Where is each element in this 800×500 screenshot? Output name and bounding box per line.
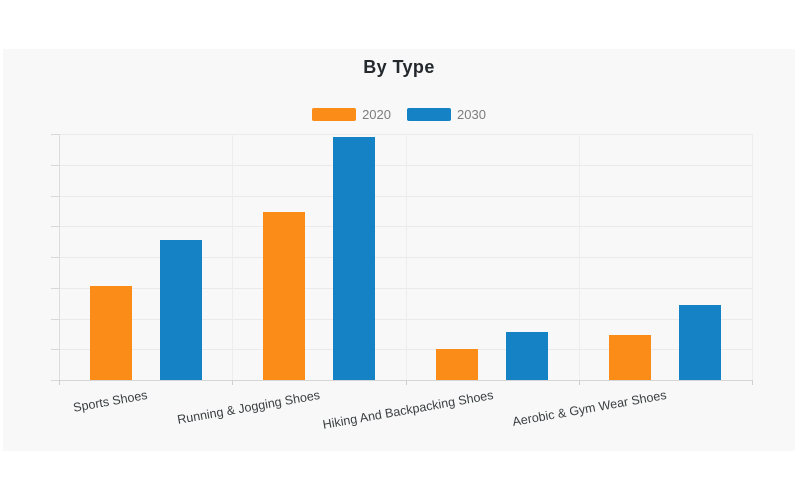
y-axis-tick xyxy=(51,164,59,166)
x-axis-tick xyxy=(405,380,407,385)
gridline-vertical xyxy=(405,134,407,380)
bar-2030-hiking-and-backpacking-shoes[interactable] xyxy=(506,332,549,380)
x-axis-tick xyxy=(232,380,234,385)
y-axis-tick xyxy=(51,257,59,258)
bar-2020-sports-shoes[interactable] xyxy=(89,286,132,380)
y-axis-line xyxy=(59,134,60,380)
gridline-vertical xyxy=(752,134,753,380)
x-axis-label: Running & Jogging Shoes xyxy=(176,388,322,427)
y-axis-tick xyxy=(51,134,59,135)
gridline-vertical xyxy=(578,134,580,380)
bar-2030-aerobic-gym-wear-shoes[interactable] xyxy=(679,304,722,380)
chart-panel: By Type 2020 2030 Sports Shoes Running & J… xyxy=(3,49,795,451)
x-axis-tick xyxy=(578,380,580,385)
y-axis-tick xyxy=(51,226,59,228)
x-axis-label: Aerobic & Gym Wear Shoes xyxy=(511,388,668,429)
legend-label: 2030 xyxy=(457,107,486,122)
legend-label: 2020 xyxy=(362,107,391,122)
y-axis-tick xyxy=(51,195,59,197)
gridline-vertical xyxy=(232,134,234,380)
x-axis-tick xyxy=(752,380,753,385)
y-axis-tick xyxy=(51,380,59,381)
legend-marker xyxy=(312,108,357,121)
x-axis-tick xyxy=(59,380,60,385)
y-axis-tick xyxy=(51,318,59,320)
legend-item-2030[interactable]: 2030 xyxy=(407,107,486,122)
legend-item-2020[interactable]: 2020 xyxy=(312,107,391,122)
y-axis-tick xyxy=(51,287,59,289)
x-axis-label: Sports Shoes xyxy=(71,388,149,415)
legend-marker xyxy=(407,108,451,121)
y-axis-tick xyxy=(51,349,59,351)
bar-2020-hiking-and-backpacking-shoes[interactable] xyxy=(436,349,479,380)
bar-2020-running-jogging-shoes[interactable] xyxy=(262,212,305,380)
plot-area: Sports Shoes Running & Jogging Shoes Hikin… xyxy=(51,134,753,432)
bar-2030-sports-shoes[interactable] xyxy=(159,240,202,380)
legend: 2020 2030 xyxy=(3,107,795,122)
bar-2030-running-jogging-shoes[interactable] xyxy=(332,137,375,380)
chart-title: By Type xyxy=(363,57,435,77)
x-axis-label: Hiking And Backpacking Shoes xyxy=(321,388,495,432)
bar-2020-aerobic-gym-wear-shoes[interactable] xyxy=(609,335,652,380)
